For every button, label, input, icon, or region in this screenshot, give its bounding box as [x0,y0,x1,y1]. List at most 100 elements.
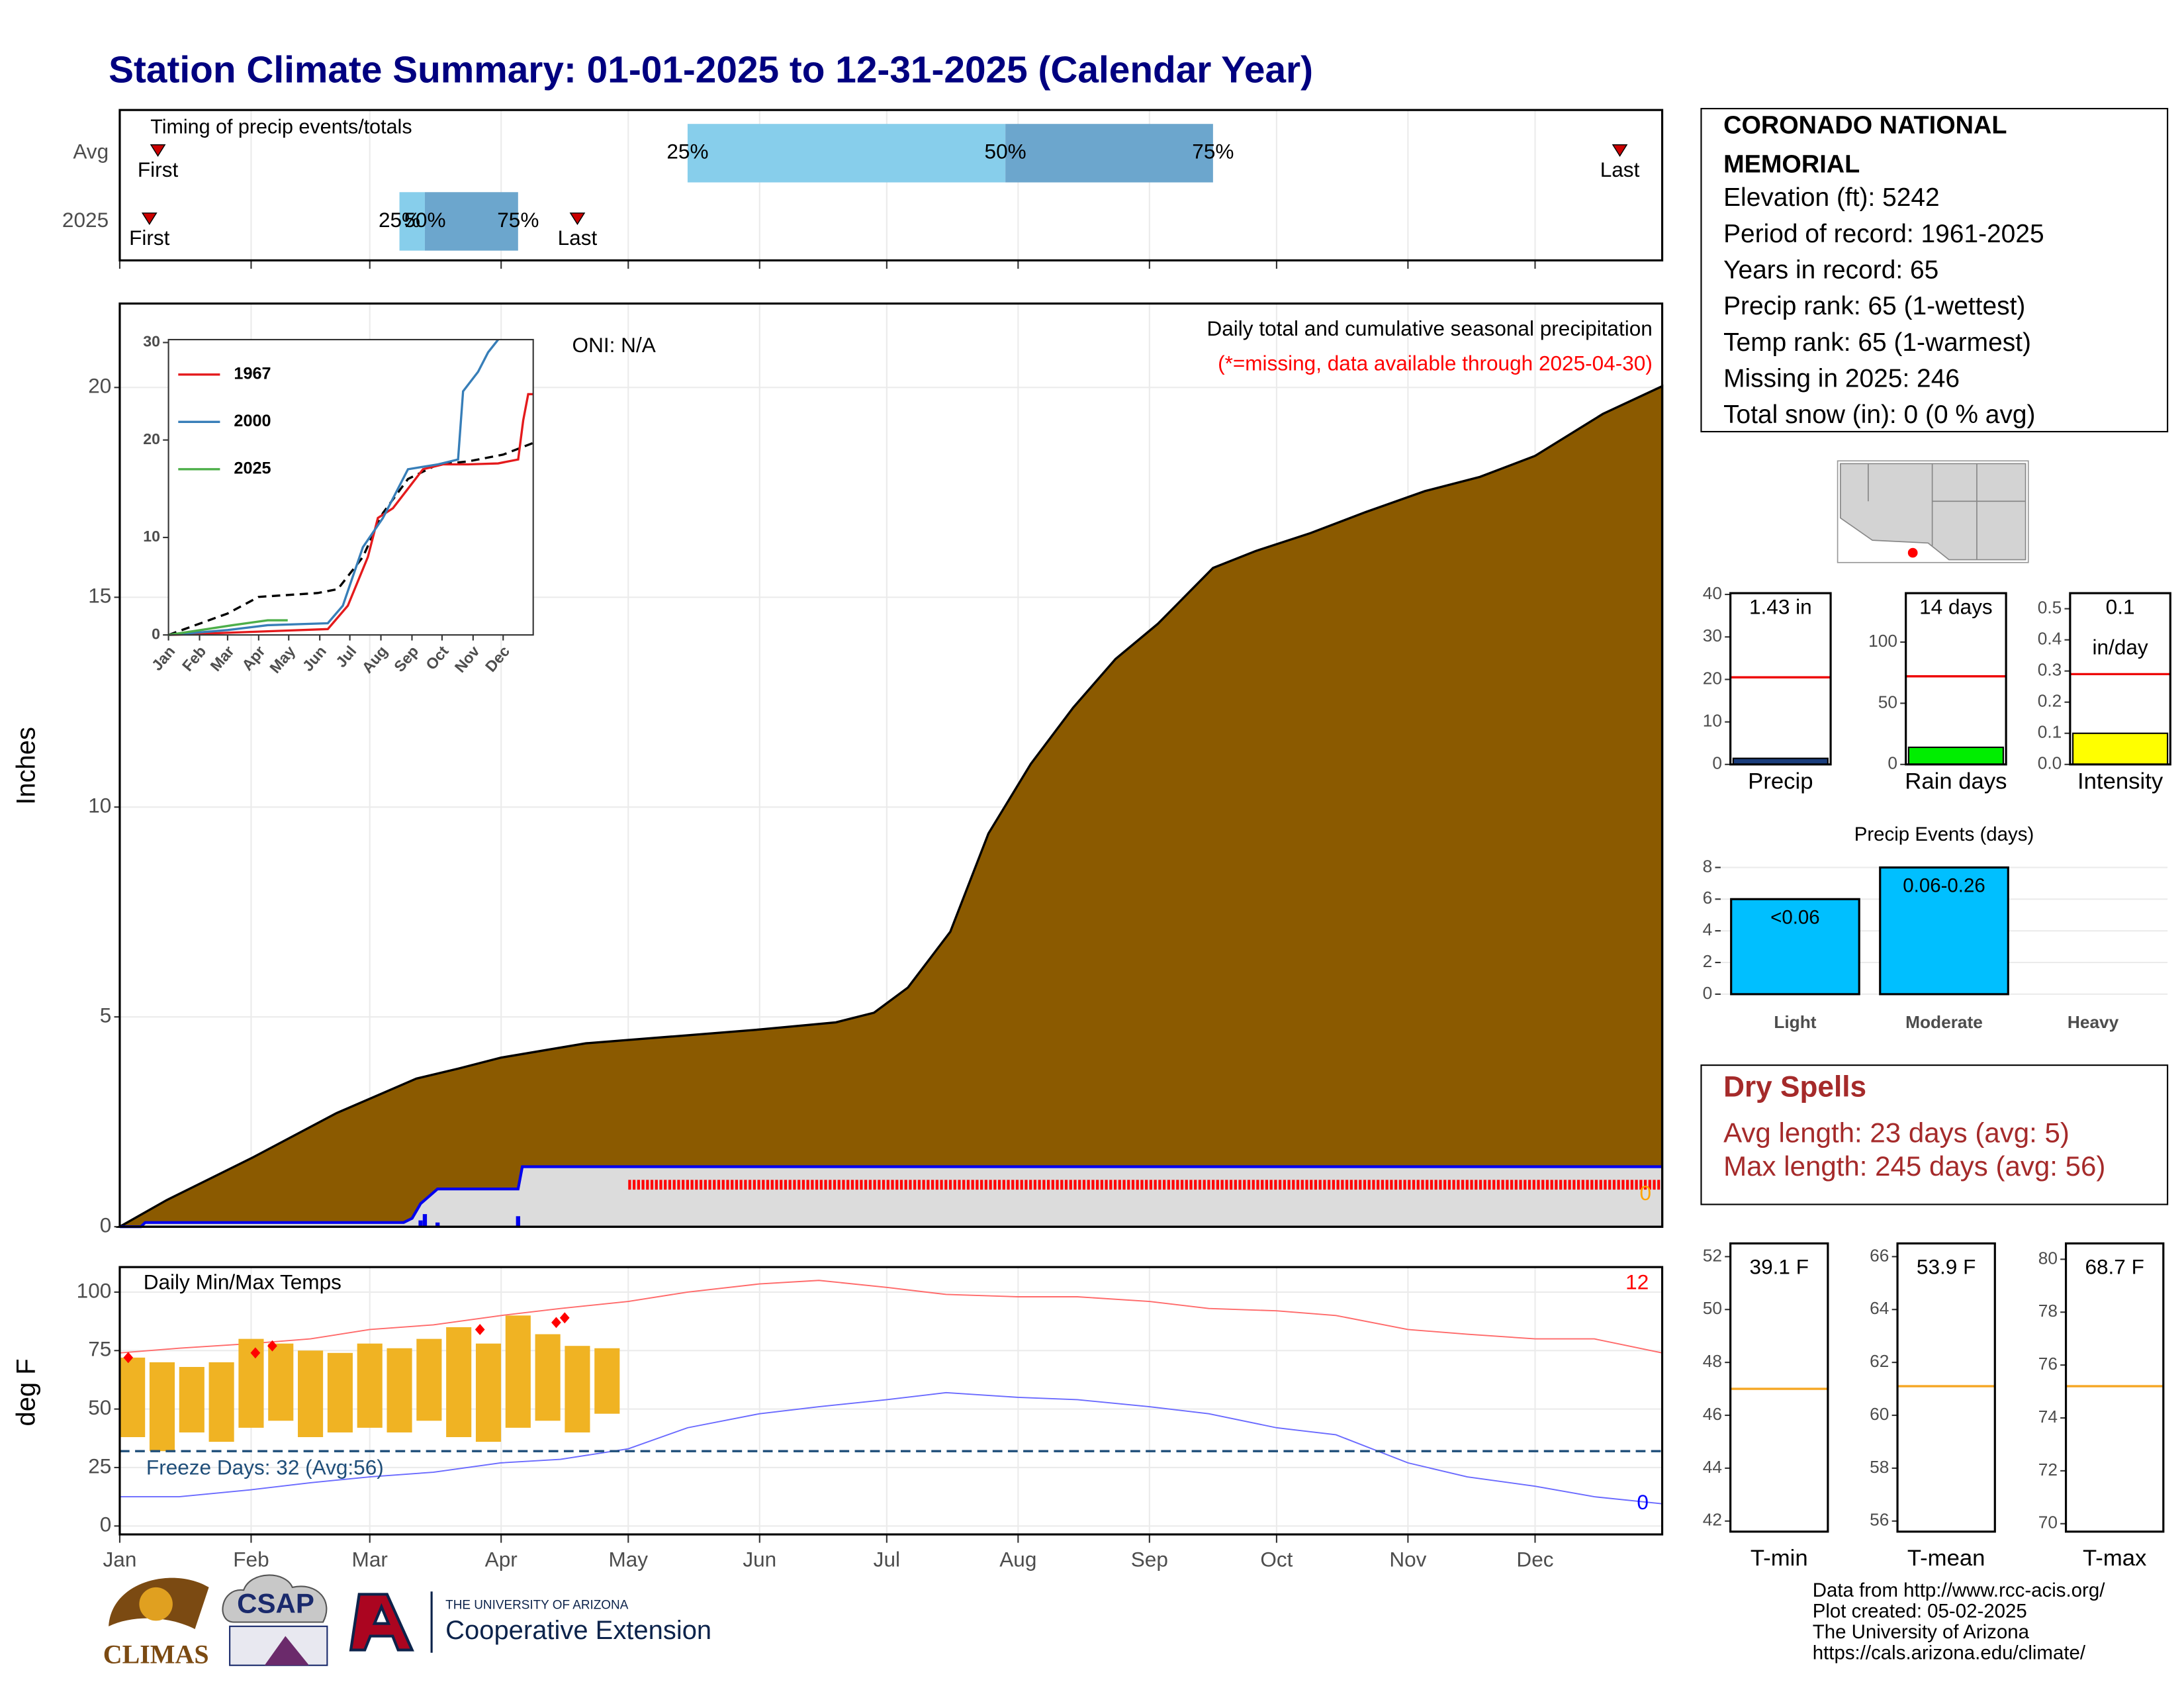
climas-sun [139,1587,173,1621]
credit-line: https://cals.arizona.edu/climate/ [1813,1642,2086,1664]
panel-title: Timing of precip events/totals [150,116,412,138]
y-tick-label: 10 [1703,711,1722,731]
end-label: 0 [1640,1181,1652,1205]
dry-spells-box [1700,1064,2169,1205]
value-label: 68.7 F [2085,1255,2144,1279]
quantile-bar [424,192,518,251]
bin-label: <0.06 [1770,907,1820,929]
y-tick-label: 56 [1870,1510,1889,1530]
record-marker [551,1317,561,1329]
coop-text: Cooperative Extension [445,1616,711,1645]
y-tick-label: 0.1 [2038,722,2062,742]
panel-frame [118,302,1664,1228]
freeze-label: Freeze Days: 32 (Avg:56) [146,1455,384,1479]
temp-range-bar [446,1327,472,1438]
x-tick-label: Oct [1260,1547,1293,1571]
temp-range-bar [594,1348,620,1414]
event-marker [1612,144,1628,157]
value-label: 0.1 [2106,595,2135,619]
temp-range-bar [535,1334,561,1421]
average-area [115,384,1664,1228]
station-dot [1907,547,1918,558]
value-label: 53.9 F [1917,1255,1976,1279]
temp-range-bar [565,1346,590,1432]
daily-bar [435,1222,440,1227]
avg-min-line [119,1391,1662,1505]
logos: CLIMAS CSAP THE UNIVERSITY OF ARIZONA Co… [103,1574,711,1669]
record-marker [123,1352,134,1364]
panel-frame [118,109,1664,261]
csap-cloud [222,1574,328,1623]
y-axis-label: Inches [12,727,41,805]
y-tick-label: 0 [100,1513,112,1536]
y-tick-label: 0.2 [2038,691,2062,711]
quantile-label: 75% [1192,140,1234,164]
y-tick-label: 40 [1703,583,1722,603]
y-tick-label: 46 [1703,1404,1722,1424]
station-info: Elevation (ft): 5242 [1723,183,1940,212]
credit-line: The University of Arizona [1813,1621,2030,1643]
bar [1879,866,2009,996]
event-marker [141,212,158,226]
y-tick-label: 48 [1703,1351,1722,1371]
value-label: 1.43 in [1749,595,1812,619]
y-tick-label: 4 [1703,919,1713,939]
panel-title: Precip Events (days) [1854,823,2034,845]
x-tick-label: Heavy [2068,1012,2119,1032]
inset-frame [167,338,534,636]
station-info: Missing in 2025: 246 [1723,365,1960,393]
ua-logo [349,1593,414,1652]
station-map [1837,460,2029,563]
y-tick-label: 62 [1870,1351,1889,1371]
quantile-label: 50% [985,140,1026,164]
page-title: Station Climate Summary: 01-01-2025 to 1… [109,49,1313,91]
temp-range-bar [298,1350,324,1438]
dry-spells-line: Avg length: 23 days (avg: 5) [1723,1117,2070,1148]
temp-range-bar [357,1343,383,1428]
station-info: Precip rank: 65 (1-wettest) [1723,292,2025,320]
dry-spells-title: Dry Spells [1723,1071,1866,1103]
y-tick-label: 76 [2038,1354,2058,1374]
annotation: ONI: N/A [572,333,656,357]
station-info: Total snow (in): 0 (0 % avg) [1723,400,2035,429]
row-label: Avg [73,140,109,164]
quantile-bar [687,124,1006,183]
panel-frame [1896,1242,1996,1533]
current-line [119,1165,1662,1229]
y-tick-label: 0.3 [2038,660,2062,680]
record-marker [250,1347,261,1359]
climas-text: CLIMAS [103,1639,209,1669]
temp-range-bar [475,1343,502,1442]
y-tick-label: 50 [1878,692,1897,712]
map-borders [1868,463,2026,560]
x-tick-label: Feb [233,1547,269,1571]
event-label: First [129,226,170,250]
panel-title: Daily Min/Max Temps [144,1270,341,1294]
station-box [1700,108,2169,433]
y-tick-label: 60 [1870,1404,1889,1424]
daily-bar [418,1220,423,1227]
station-info: Period of record: 1961-2025 [1723,220,2044,248]
credit-line: Data from http://www.rcc-acis.org/ [1813,1579,2105,1601]
panel-frame [2069,592,2171,766]
panel-subtitle: (*=missing, data available through 2025-… [1218,351,1653,375]
summary-bar [1907,746,2004,765]
series-line [168,619,288,636]
y-tick-label: 2 [1703,951,1713,971]
csap-mountain [264,1636,310,1665]
y-tick-label: 0 [1712,753,1722,773]
temp-range-bar [208,1362,234,1442]
bin-label: 0.06-0.26 [1903,875,1985,897]
legend-label: 2025 [234,459,271,478]
x-axis-label: Rain days [1905,769,2007,794]
y-tick-label: 0 [1888,753,1897,773]
temp-range-bar [387,1348,412,1432]
y-tick-label: 15 [88,584,111,608]
station-name: MEMORIAL [1723,150,1860,178]
event-marker [150,144,166,157]
y-tick-label: 70 [2038,1513,2058,1532]
x-tick-label: Nov [1389,1547,1426,1571]
quantile-label: 25% [379,208,420,232]
y-tick-label: 20 [143,430,160,447]
